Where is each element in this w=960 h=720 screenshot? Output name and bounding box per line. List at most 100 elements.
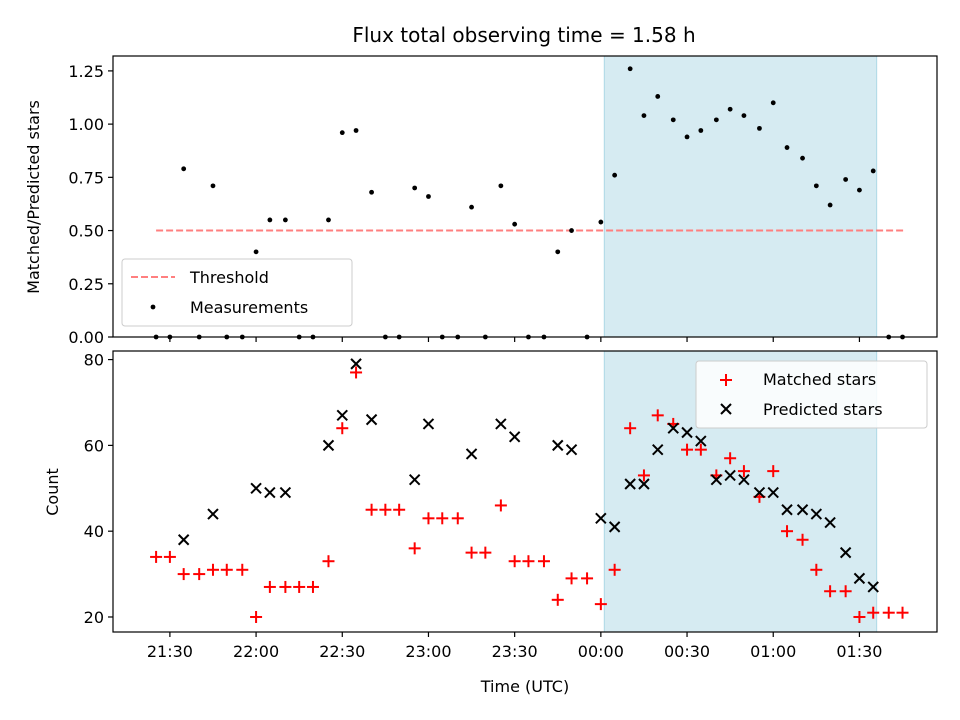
- legend-bottom: Matched stars Predicted stars: [695, 360, 928, 429]
- predicted-star-point: [350, 358, 362, 370]
- measurement-point: [326, 217, 331, 223]
- matched-star-point: [451, 512, 464, 525]
- predicted-star-point: [624, 478, 636, 490]
- predicted-star-point: [695, 435, 707, 447]
- predicted-star-point: [595, 512, 607, 525]
- measurement-point: [770, 100, 776, 106]
- predicted-star-point: [552, 439, 564, 452]
- x-tick-label: 01:30: [836, 642, 882, 661]
- matched-star-point: [508, 555, 521, 568]
- predicted-star-point: [652, 443, 664, 456]
- matched-star-point: [522, 555, 535, 568]
- legend-box-top: [121, 258, 353, 327]
- y-tick-label: 80: [84, 351, 104, 370]
- matched-star-point: [724, 452, 737, 465]
- measurement-point: [612, 172, 618, 178]
- measurement-point: [598, 219, 604, 225]
- matched-star-point: [896, 606, 909, 619]
- y-tick-label: 0.75: [68, 168, 104, 187]
- matched-star-point: [767, 465, 780, 478]
- matched-star-point: [608, 563, 621, 576]
- predicted-star-point: [839, 546, 852, 559]
- y-tick-label: 0.00: [68, 328, 104, 347]
- matched-star-point: [436, 512, 449, 525]
- plot-frame-bottom: [112, 350, 938, 633]
- measurement-point: [181, 166, 187, 172]
- legend-predicted-label: Predicted stars: [763, 400, 883, 419]
- legend-box-bottom: [695, 360, 928, 429]
- x-tick-label: 23:00: [405, 642, 451, 661]
- predicted-star-point: [565, 443, 578, 456]
- measurement-point: [684, 134, 690, 140]
- measurement-point: [713, 117, 719, 123]
- x-tick-label: 23:30: [492, 642, 538, 661]
- measurement-point: [498, 183, 504, 189]
- matched-star-point: [882, 606, 895, 619]
- predicted-star-point: [465, 448, 478, 460]
- measurement-point: [827, 202, 833, 208]
- measurement-point: [267, 217, 273, 223]
- matched-star-point: [681, 443, 694, 456]
- predicted-star-point: [681, 426, 693, 439]
- count-panel: 20 40 60 80 21:30 22:00 22:30 23:00 23:30 00:00 0…: [43, 350, 938, 696]
- matched-star-point: [479, 546, 492, 559]
- matched-star-point: [853, 610, 866, 623]
- predicted-star-point: [495, 418, 507, 430]
- matched-star-point: [177, 568, 190, 581]
- matched-star-point: [279, 580, 292, 593]
- y-tick-label: 60: [84, 436, 104, 455]
- matched-star-point: [336, 422, 349, 435]
- predicted-star-point: [867, 581, 879, 593]
- matched-star-point: [651, 409, 664, 422]
- matched-star-point: [163, 550, 176, 563]
- predicted-star-point: [767, 486, 779, 499]
- predicted-star-point: [508, 431, 521, 443]
- predicted-star-point: [207, 508, 219, 520]
- measurement-point: [412, 185, 418, 191]
- measurement-point: [512, 221, 518, 227]
- measurement-point: [369, 189, 374, 195]
- legend-matched-swatch: [720, 374, 732, 386]
- measurement-point: [784, 145, 790, 150]
- matched-star-point: [465, 546, 478, 559]
- predicted-star-point: [796, 504, 809, 516]
- matched-star-point: [824, 585, 837, 598]
- matched-star-point: [839, 585, 852, 598]
- measurement-point: [641, 113, 647, 119]
- matched-star-point: [206, 563, 219, 576]
- matched-star-point: [551, 593, 564, 606]
- measurement-point: [655, 94, 661, 99]
- measurement-point: [426, 194, 431, 199]
- measurement-point: [870, 168, 876, 174]
- matched-star-point: [781, 525, 794, 538]
- predicted-star-point: [781, 504, 793, 516]
- y-axis-label-top: Matched/Predicted stars: [24, 100, 43, 294]
- x-tick-label: 22:00: [233, 642, 279, 661]
- observing-window-span: [603, 55, 878, 338]
- y-tick-label: 40: [84, 522, 104, 541]
- predicted-star-point: [710, 473, 723, 486]
- measurement-point: [741, 113, 747, 119]
- predicted-star-point: [336, 409, 348, 422]
- matched-star-point: [494, 499, 507, 512]
- plot-frame-top: [112, 55, 938, 338]
- y-tick-label: 1.25: [68, 62, 104, 81]
- matched-star-point: [422, 512, 435, 525]
- y-tick-label: 1.00: [68, 115, 104, 134]
- measurement-point: [670, 117, 676, 123]
- predicted-star-point: [824, 516, 836, 529]
- matched-star-point: [193, 568, 206, 581]
- chart-title: Flux total observing time = 1.58 h: [352, 23, 695, 47]
- matched-star-point: [393, 503, 406, 516]
- matched-star-point: [293, 580, 306, 593]
- measurement-point: [253, 249, 259, 255]
- measurement-point: [339, 130, 345, 136]
- predicted-star-point: [810, 508, 823, 520]
- measurement-point: [843, 177, 849, 182]
- matched-star-point: [581, 572, 594, 585]
- measurement-point: [800, 155, 805, 161]
- matched-star-point: [694, 443, 707, 456]
- x-tick-label: 01:00: [750, 642, 796, 661]
- x-tick-label: 00:30: [664, 642, 710, 661]
- matched-star-point: [624, 422, 637, 435]
